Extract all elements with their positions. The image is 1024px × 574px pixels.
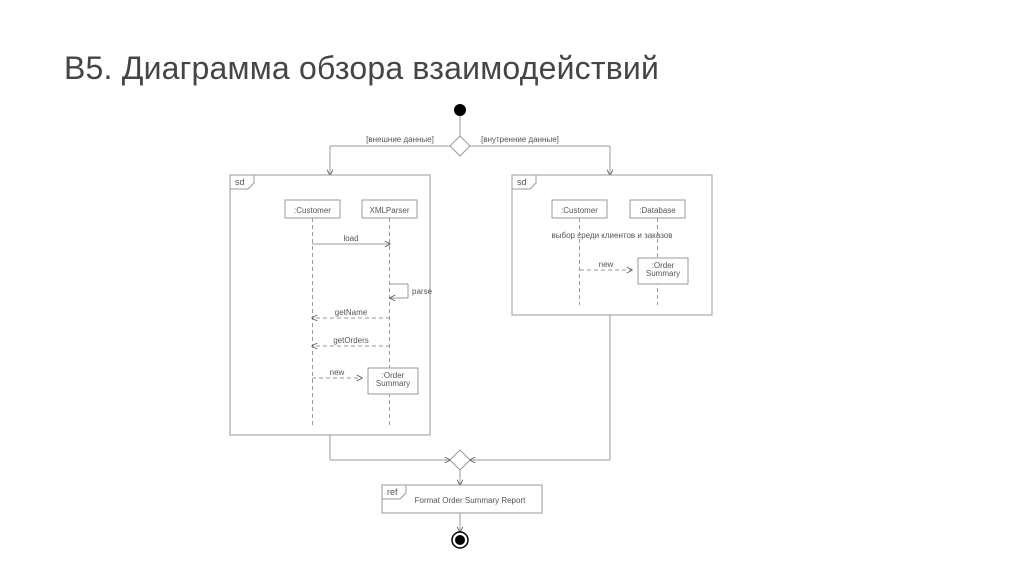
svg-text:parse: parse [412,287,433,296]
svg-text:ref: ref [387,487,398,497]
svg-text:XMLParser: XMLParser [369,206,409,215]
svg-text:new: new [330,368,345,377]
svg-text:getOrders: getOrders [333,336,369,345]
svg-text::Customer: :Customer [294,206,331,215]
svg-text::Database: :Database [639,206,676,215]
svg-text:выбор среди клиентов и заказов: выбор среди клиентов и заказов [552,231,673,240]
svg-text:Format Order Summary Report: Format Order Summary Report [415,496,526,505]
svg-text:[внутренние данные]: [внутренние данные] [481,135,559,144]
slide: В5. Диаграмма обзора взаимодействий [вне… [0,0,1024,574]
interaction-overview-diagram: [внешние данные] [внутренние данные] sd :Cu… [0,0,1024,574]
svg-text:load: load [343,234,358,243]
svg-text:[внешние данные]: [внешние данные] [366,135,434,144]
svg-text:getName: getName [335,308,368,317]
svg-text::Customer: :Customer [561,206,598,215]
svg-text:sd: sd [517,177,527,187]
svg-text:sd: sd [235,177,245,187]
svg-text:new: new [599,260,614,269]
